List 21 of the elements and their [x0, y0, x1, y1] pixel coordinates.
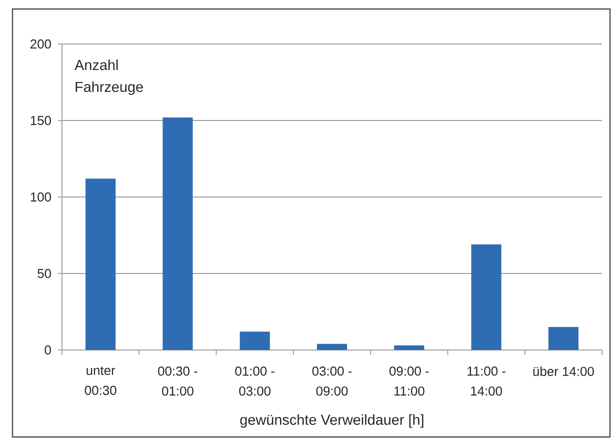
bar [471, 244, 502, 350]
x-tick-label: 01:00 - 03:00 [235, 366, 274, 396]
x-tick-label: unter 00:30 [84, 366, 116, 395]
y-tick-label: 0 [44, 345, 51, 355]
bar [394, 345, 424, 350]
y-tick-label: 100 [30, 192, 51, 202]
bar [548, 327, 578, 350]
y-tick-label: 200 [30, 39, 51, 49]
y-tick-label: 50 [38, 268, 51, 278]
x-tick-label: 00:30 - 01:00 [158, 366, 198, 396]
bar [316, 344, 348, 350]
x-axis-title: gewünschte Verweildauer [h] [240, 414, 424, 428]
y-axis-title: Anzahl Fahrzeuge [74, 60, 143, 95]
bar [162, 117, 193, 350]
bar [86, 178, 116, 350]
x-tick-label: über 14:00 [533, 366, 594, 376]
y-tick-label: 150 [30, 116, 51, 126]
x-tick-label: 03:00 - 09:00 [312, 366, 352, 396]
bar [240, 332, 270, 350]
x-tick-label: 11:00 - 14:00 [468, 366, 506, 396]
x-tick-label: 09:00 - 11:00 [389, 366, 429, 396]
